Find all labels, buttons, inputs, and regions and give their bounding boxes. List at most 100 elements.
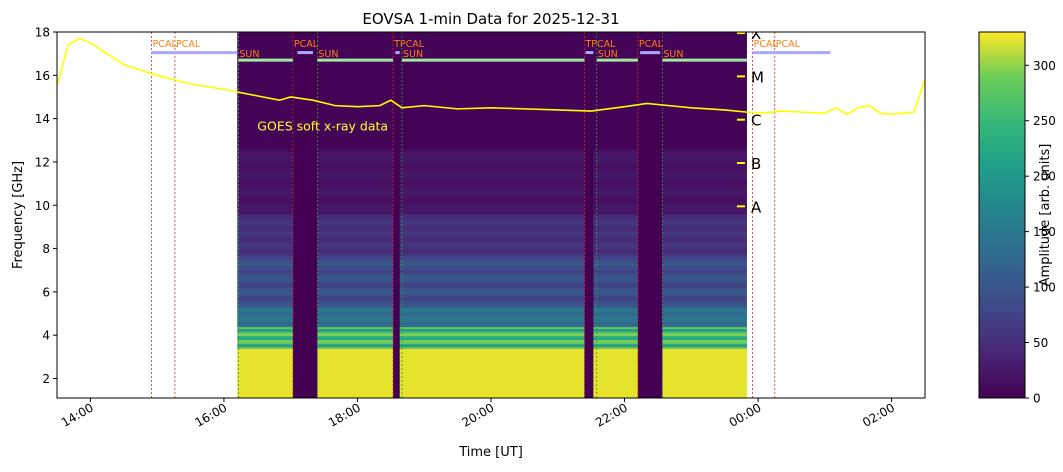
spectrogram-band <box>237 209 747 213</box>
spectrogram-band <box>237 335 747 338</box>
spectrogram-band <box>237 222 747 226</box>
spectrogram-band <box>237 129 747 133</box>
spectrogram-band <box>237 387 747 390</box>
spectrogram-band <box>237 289 747 293</box>
goes-curve <box>57 37 925 116</box>
spectrogram-band <box>237 276 747 280</box>
scan-label: PCAL <box>294 39 319 50</box>
spectrogram-band <box>237 361 747 364</box>
spectrogram-band <box>237 242 747 245</box>
spectrogram-band <box>237 40 747 44</box>
spectrogram-band <box>237 244 747 248</box>
spectrogram-band <box>237 369 747 373</box>
spectrogram-band <box>237 49 747 53</box>
spectrogram-band <box>237 122 747 126</box>
spectrogram-band <box>237 148 747 152</box>
spectrogram-band <box>237 75 747 79</box>
spectrogram-band <box>237 298 747 302</box>
scan-label: PCAL <box>176 39 201 50</box>
spectrogram-band <box>237 274 747 278</box>
spectrogram-band <box>237 114 747 118</box>
spectrogram-band <box>237 32 747 35</box>
spectrogram-band <box>237 365 747 369</box>
spectrogram-band <box>237 146 747 150</box>
spectrogram-band <box>237 157 747 161</box>
spectrogram-band <box>237 88 747 92</box>
colorbar-tick-label: 0 <box>1033 392 1041 406</box>
scan-gap <box>637 32 663 398</box>
spectrogram-band <box>237 211 747 215</box>
chart-title: EOVSA 1-min Data for 2025-12-31 <box>362 10 619 28</box>
spectrogram-band <box>237 350 747 354</box>
spectrogram-band <box>237 272 747 276</box>
scan-gap <box>292 32 318 398</box>
spectrogram-band <box>237 213 747 217</box>
spectrogram-band <box>237 101 747 105</box>
spectrogram-band <box>237 168 747 172</box>
spectrogram-band <box>237 66 747 70</box>
x-tick-label: 02:00 <box>860 400 897 429</box>
spectrogram-band <box>237 207 747 211</box>
spectrogram-band <box>237 68 747 72</box>
colorbar-ticks: 0 50 100 150 200 250 300 <box>1025 59 1056 406</box>
spectrogram-band <box>237 265 747 269</box>
spectrogram-band <box>237 131 747 135</box>
spectrogram-band <box>237 198 747 202</box>
scan-label: TPCAL <box>393 39 425 50</box>
x-tick-label: 00:00 <box>727 400 764 429</box>
scan-markers: PCAL PCALSUNPCALSUNTPCALSUNTPCALSUNPCALSU… <box>151 32 831 398</box>
spectrogram-band <box>237 127 747 131</box>
spectrogram-band <box>237 109 747 113</box>
spectrogram-band <box>237 378 747 382</box>
spectrogram-band <box>237 96 747 100</box>
spectrogram-band <box>237 36 747 40</box>
colorbar-tick-label: 250 <box>1033 114 1056 128</box>
colorbar-gradient <box>978 31 1026 399</box>
spectrogram-band <box>237 380 747 384</box>
plot-area: PCAL PCALSUNPCALSUNTPCALSUNTPCALSUNPCALSU… <box>57 32 925 398</box>
y-tick-label: 2 <box>42 372 50 386</box>
spectrogram-band <box>237 385 747 388</box>
spectrogram-band <box>237 328 747 332</box>
x-tick-label: 14:00 <box>59 400 96 429</box>
spectrogram-band <box>237 125 747 128</box>
spectrogram-band <box>237 159 747 163</box>
y-axis-label: Frequency [GHz] <box>11 161 26 269</box>
spectrogram-band <box>237 155 747 159</box>
spectrogram-band <box>237 393 747 397</box>
y-tick-label: 12 <box>35 155 50 169</box>
spectrogram-band <box>237 103 747 107</box>
scan-label: SUN <box>403 49 423 60</box>
goes-class-letter: M <box>751 68 764 86</box>
y-tick-label: 10 <box>35 199 50 213</box>
spectrogram-band <box>237 296 747 299</box>
spectrogram-band <box>237 257 747 260</box>
spectrogram-band <box>237 281 747 284</box>
spectrogram-band <box>237 382 747 386</box>
spectrogram-band <box>237 164 747 167</box>
spectrogram-band <box>237 352 747 356</box>
spectrogram-band <box>237 309 747 312</box>
spectrogram-band <box>237 135 747 139</box>
spectrogram-band <box>237 300 747 304</box>
scan-label: PCAL <box>754 39 779 50</box>
spectrogram-band <box>237 79 747 83</box>
scan-gaps <box>292 32 663 398</box>
x-tick-label: 18:00 <box>326 400 363 429</box>
spectrogram-band <box>237 324 747 328</box>
scan-label: SUN <box>239 49 259 60</box>
spectrogram <box>237 32 747 398</box>
spectrogram-band <box>237 287 747 291</box>
spectrogram-band <box>237 192 747 196</box>
spectrogram-band <box>237 112 747 115</box>
spectrogram-band <box>237 90 747 94</box>
spectrogram-band <box>237 313 747 317</box>
spectrogram-band <box>237 346 747 349</box>
spectrogram-band <box>237 330 747 334</box>
spectrogram-band <box>237 107 747 111</box>
scan-label: SUN <box>598 49 618 60</box>
spectrogram-band <box>237 261 747 265</box>
spectrogram-band <box>237 81 747 85</box>
spectrogram-band <box>237 53 747 57</box>
spectrogram-band <box>237 196 747 200</box>
